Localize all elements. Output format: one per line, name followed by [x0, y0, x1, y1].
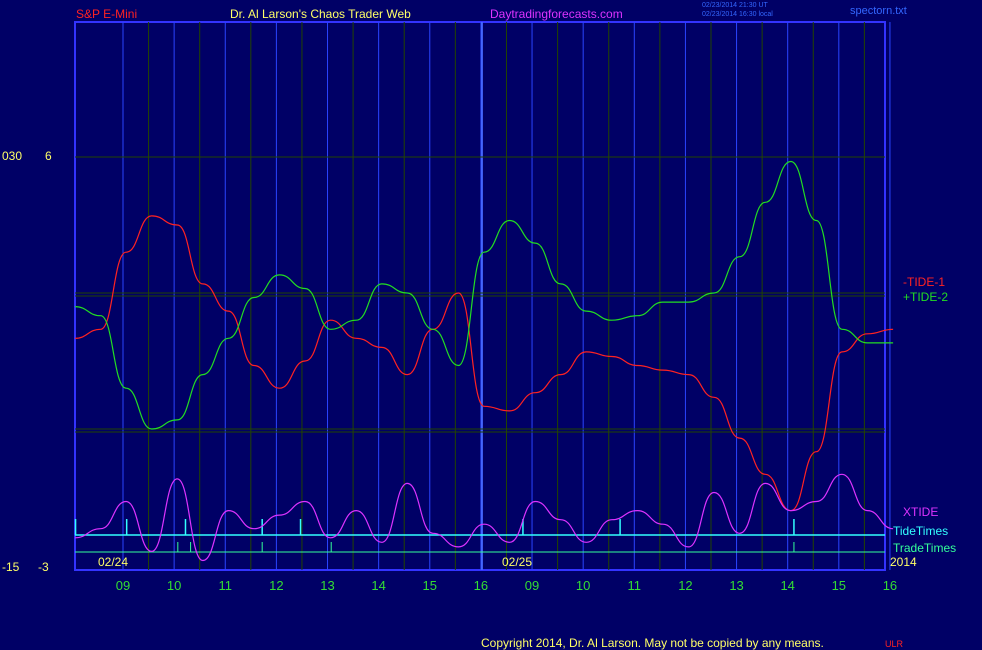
x-tick-label: 14	[780, 578, 794, 593]
legend-tradetimes: TradeTimes	[893, 541, 957, 555]
x-tick-label: 13	[320, 578, 334, 593]
ulr-mark: ULR	[885, 639, 904, 649]
series-line-tide1	[74, 215, 894, 512]
x-tick-label: 11	[628, 578, 642, 593]
copyright-text: Copyright 2014, Dr. Al Larson. May not b…	[481, 636, 824, 650]
x-tick-label: 15	[423, 578, 437, 593]
x-tick-label: 15	[832, 578, 846, 593]
date-label-0225: 02/25	[502, 555, 533, 569]
series-line-xtide	[74, 473, 894, 562]
axis-bottom-left-label: -15	[2, 560, 20, 574]
series-line-tide2	[74, 160, 894, 430]
x-tick-label: 09	[116, 578, 130, 593]
legend-tidetimes: TideTimes	[893, 524, 949, 538]
x-tick-label: 16	[883, 578, 897, 593]
x-tick-label: 11	[219, 578, 233, 593]
timestamp-ut: 02/23/2014 21:30 UT	[702, 2, 768, 9]
legend-xtide: XTIDE	[903, 505, 939, 519]
legend-tide2: +TIDE-2	[903, 290, 949, 304]
axis-bottom-right-label: -3	[38, 560, 49, 574]
x-tick-label: 09	[525, 578, 539, 593]
x-tick-label: 14	[371, 578, 385, 593]
x-tick-label: 10	[167, 578, 181, 593]
x-tick-label: 12	[678, 578, 692, 593]
symbol-title: S&P E-Mini	[76, 7, 138, 21]
timestamp-local: 02/23/2014 16:30 local	[702, 11, 773, 18]
author-title: Dr. Al Larson's Chaos Trader Web	[230, 7, 411, 21]
axis-top-right-label: 6	[45, 149, 52, 163]
file-name: spectorn.txt	[850, 5, 907, 17]
site-link[interactable]: Daytradingforecasts.com	[490, 7, 623, 21]
x-tick-label: 10	[576, 578, 590, 593]
axis-top-left-label: 030	[2, 149, 23, 163]
date-label-0224: 02/24	[98, 555, 129, 569]
x-tick-label: 16	[474, 578, 488, 593]
legend-tide1: -TIDE-1	[903, 275, 945, 289]
x-tick-label: 12	[269, 578, 283, 593]
year-label: 2014	[890, 555, 917, 569]
x-tick-label: 13	[729, 578, 743, 593]
